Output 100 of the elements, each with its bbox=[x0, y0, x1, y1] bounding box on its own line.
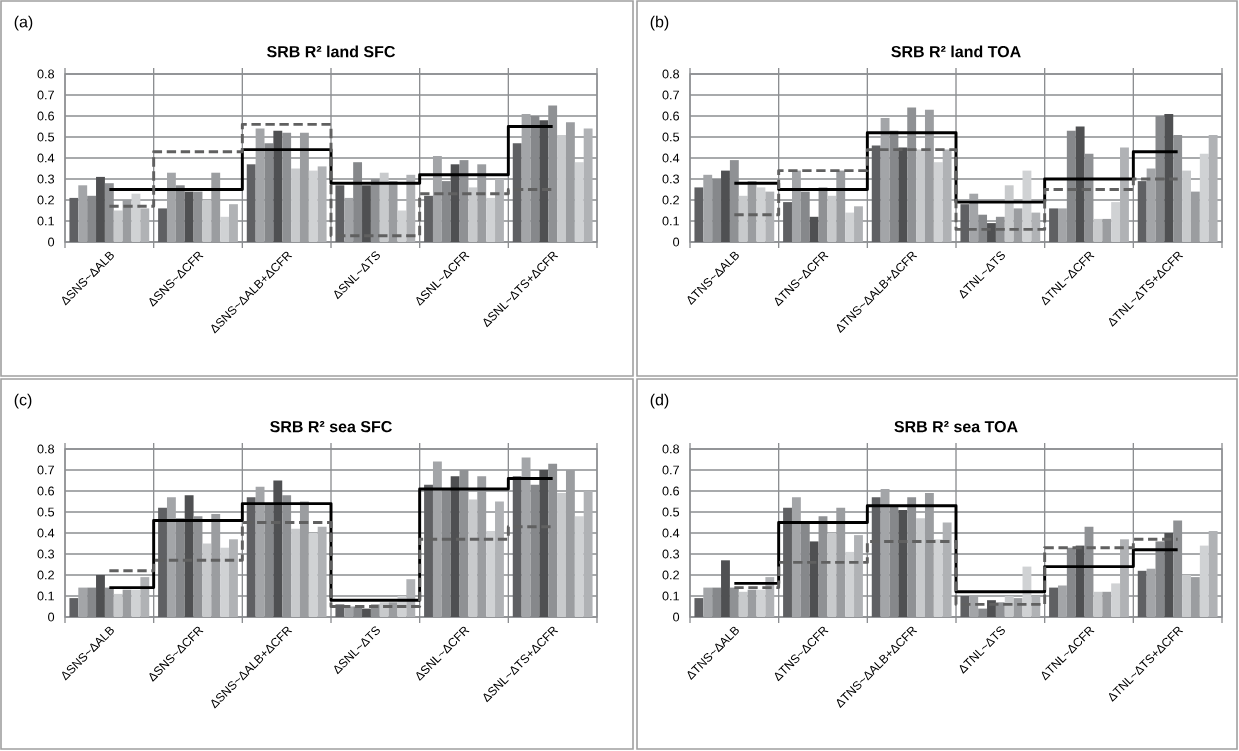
y-tick-label: 0.8 bbox=[37, 69, 55, 79]
y-tick-label: 0.4 bbox=[37, 528, 55, 538]
bar bbox=[344, 197, 354, 242]
bar bbox=[1004, 185, 1014, 242]
bar bbox=[557, 134, 566, 242]
bar bbox=[836, 170, 846, 242]
bar bbox=[113, 210, 123, 242]
bar bbox=[565, 470, 575, 617]
bar bbox=[202, 200, 212, 242]
bar bbox=[809, 216, 819, 242]
bar bbox=[78, 185, 88, 242]
bar bbox=[406, 174, 416, 242]
bar bbox=[583, 491, 593, 617]
bar bbox=[450, 476, 460, 617]
bar bbox=[1093, 591, 1103, 617]
bar bbox=[388, 602, 398, 617]
bar bbox=[229, 204, 238, 242]
bar bbox=[969, 596, 979, 617]
bar bbox=[388, 181, 398, 242]
bar bbox=[916, 518, 925, 617]
bar bbox=[291, 528, 300, 617]
y-tick-label: 0.1 bbox=[662, 216, 679, 226]
bar bbox=[574, 162, 584, 242]
bar bbox=[880, 488, 890, 617]
bar bbox=[246, 164, 256, 242]
y-tick-label: 0.1 bbox=[37, 591, 54, 601]
bar bbox=[583, 128, 593, 242]
y-tick-label: 0.6 bbox=[37, 111, 55, 121]
bar bbox=[1102, 591, 1112, 617]
bar bbox=[140, 208, 150, 242]
bar bbox=[765, 191, 775, 242]
bar bbox=[539, 120, 549, 242]
bar bbox=[721, 170, 730, 242]
bar bbox=[211, 172, 221, 242]
y-tick-label: 0.5 bbox=[662, 132, 680, 142]
bar bbox=[827, 533, 837, 617]
bar bbox=[1120, 539, 1129, 617]
text: (d) bbox=[650, 393, 669, 409]
y-tick-label: 0.2 bbox=[37, 195, 54, 205]
bar bbox=[273, 130, 283, 242]
bar bbox=[291, 168, 300, 242]
bar bbox=[703, 587, 713, 617]
y-tick-label: 0.2 bbox=[662, 195, 679, 205]
bar bbox=[574, 516, 584, 617]
bar bbox=[1049, 208, 1058, 242]
bar bbox=[1031, 212, 1041, 242]
bar bbox=[694, 187, 704, 242]
bar bbox=[486, 197, 496, 242]
y-tick-label: 0.4 bbox=[37, 153, 55, 163]
bar bbox=[1093, 218, 1103, 242]
y-tick-label: 0 bbox=[48, 612, 55, 622]
y-tick-label: 0.5 bbox=[37, 507, 55, 517]
bar bbox=[122, 589, 132, 617]
bar bbox=[308, 533, 318, 617]
chart-title: SRB R² sea TOA bbox=[894, 420, 1018, 433]
y-tick-label: 0.3 bbox=[37, 549, 55, 559]
bar bbox=[845, 551, 855, 617]
chart-title: SRB R² sea SFC bbox=[270, 420, 392, 433]
bar bbox=[308, 170, 318, 242]
bar bbox=[255, 486, 265, 617]
bar bbox=[468, 187, 478, 242]
bar bbox=[924, 493, 934, 617]
bar bbox=[791, 170, 801, 242]
y-tick-label: 0.2 bbox=[37, 570, 54, 580]
bar bbox=[521, 457, 531, 617]
bar bbox=[317, 526, 327, 617]
bar bbox=[933, 539, 943, 617]
bar bbox=[521, 113, 531, 242]
bar bbox=[495, 501, 504, 617]
bar bbox=[703, 174, 713, 242]
bar bbox=[122, 200, 132, 242]
bar bbox=[184, 495, 194, 617]
y-tick-label: 0 bbox=[673, 612, 680, 622]
y-tick-label: 0.1 bbox=[662, 591, 679, 601]
y-tick-label: 0.7 bbox=[662, 465, 679, 475]
bar bbox=[747, 589, 757, 617]
bar bbox=[96, 176, 105, 242]
bar bbox=[69, 197, 79, 242]
bar bbox=[1199, 545, 1209, 617]
y-tick-label: 0.5 bbox=[37, 132, 55, 142]
bar bbox=[1102, 218, 1112, 242]
chart-title: SRB R² land TOA bbox=[891, 45, 1021, 58]
bar bbox=[854, 206, 863, 242]
bar bbox=[362, 185, 371, 242]
bar bbox=[317, 166, 327, 242]
y-tick-label: 0.3 bbox=[37, 174, 55, 184]
bar bbox=[1120, 147, 1129, 242]
bar bbox=[362, 608, 371, 617]
y-tick-label: 0.7 bbox=[37, 90, 54, 100]
bar bbox=[721, 560, 730, 617]
bar bbox=[1146, 168, 1156, 242]
y-tick-label: 0.6 bbox=[662, 486, 680, 496]
bar bbox=[477, 476, 487, 617]
bar bbox=[933, 162, 943, 242]
bar bbox=[1111, 202, 1121, 242]
bar bbox=[1049, 587, 1058, 617]
bar bbox=[158, 208, 167, 242]
bar bbox=[565, 122, 575, 242]
bar bbox=[299, 132, 309, 242]
bar bbox=[113, 593, 123, 617]
